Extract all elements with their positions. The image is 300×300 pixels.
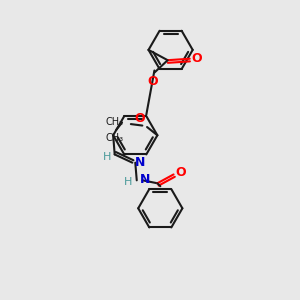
Text: N: N (140, 173, 150, 186)
Text: O: O (192, 52, 203, 65)
Text: N: N (135, 156, 146, 169)
Text: O: O (134, 112, 145, 125)
Text: H: H (124, 177, 132, 187)
Text: O: O (148, 75, 158, 88)
Text: CH₃: CH₃ (106, 133, 124, 143)
Text: CH₂: CH₂ (106, 117, 124, 127)
Text: H: H (103, 152, 112, 162)
Text: O: O (176, 167, 186, 179)
